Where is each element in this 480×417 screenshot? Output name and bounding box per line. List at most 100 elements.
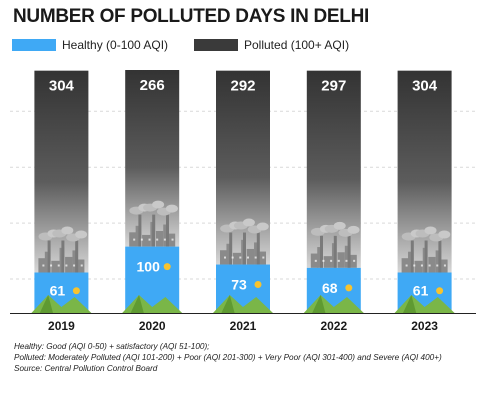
window <box>42 264 45 267</box>
window <box>57 264 60 267</box>
smoke-cloud <box>438 230 451 239</box>
factory-building <box>155 231 164 247</box>
smoke-cloud <box>165 204 178 213</box>
window <box>353 259 356 262</box>
window <box>163 238 166 241</box>
mountain-shadow <box>312 295 326 313</box>
data-label-healthy: 73 <box>231 277 247 293</box>
smoke-cloud <box>152 200 165 209</box>
window <box>436 264 439 267</box>
factory-building <box>129 232 137 247</box>
window <box>314 259 317 262</box>
factory-building <box>337 252 345 268</box>
window <box>428 264 431 267</box>
chimney <box>438 240 442 273</box>
data-label-healthy: 61 <box>413 283 429 299</box>
data-label-healthy: 68 <box>322 280 338 296</box>
chimney <box>229 232 233 265</box>
bar-group: 292 73 2021 <box>213 70 273 333</box>
window <box>50 264 53 267</box>
x-tick-label: 2023 <box>411 319 438 333</box>
x-tick-label: 2021 <box>230 319 257 333</box>
footnotes: Healthy: Good (AQI 0-50) + satisfactory … <box>14 341 474 375</box>
data-label-polluted: 292 <box>230 78 255 95</box>
sun-icon <box>345 284 353 292</box>
chimney <box>138 214 142 247</box>
window <box>420 264 423 267</box>
sun-icon <box>72 287 80 295</box>
window <box>231 256 234 259</box>
window <box>140 238 143 241</box>
legend-swatch-healthy <box>12 39 56 51</box>
window <box>405 264 408 267</box>
sun-icon <box>254 281 262 289</box>
legend-label-polluted: Polluted (100+ AQI) <box>244 38 350 52</box>
legend-swatch-polluted <box>194 39 238 51</box>
x-tick-label: 2022 <box>320 319 347 333</box>
smoke-cloud <box>347 225 360 234</box>
window <box>262 256 265 259</box>
factory-building <box>232 252 242 265</box>
mountain-shadow <box>403 295 417 313</box>
smoke-cloud <box>75 230 88 239</box>
factory-building <box>38 258 46 273</box>
chimney <box>243 232 246 265</box>
chimney <box>75 240 79 273</box>
factory-building <box>51 260 60 273</box>
chimney <box>166 214 169 247</box>
data-label-polluted: 266 <box>140 77 165 94</box>
chimney <box>47 240 51 273</box>
bar-group: 304 61 2023 <box>394 70 455 333</box>
data-label-polluted: 304 <box>412 78 438 95</box>
factory-building <box>414 260 423 273</box>
legend: Healthy (0-100 AQI) Polluted (100+ AQI) <box>12 38 472 54</box>
data-label-healthy: 100 <box>137 259 161 275</box>
chimney <box>320 235 323 268</box>
data-label-healthy: 61 <box>50 283 66 299</box>
bar-group: 297 68 2022 <box>303 70 364 333</box>
smoke-cloud <box>256 222 269 231</box>
window <box>224 256 226 259</box>
window <box>330 259 333 262</box>
sun-icon <box>163 263 171 271</box>
window <box>322 259 325 262</box>
smoke-cloud <box>424 226 437 235</box>
window <box>156 238 159 241</box>
legend-item-healthy: Healthy (0-100 AQI) <box>12 38 168 52</box>
factory-building <box>246 248 255 265</box>
factory-building <box>142 234 151 247</box>
window <box>133 238 136 241</box>
chimney <box>410 240 414 273</box>
chimney <box>347 235 351 268</box>
bar-chart: 304 61 2019 266 100 2020 292 73 2021 297 68 2022 304… <box>10 70 476 333</box>
factory-building <box>310 253 319 268</box>
factory-building <box>220 250 228 265</box>
sun-icon <box>436 287 444 295</box>
factory-building <box>428 256 436 273</box>
note-polluted-definition: Polluted: Moderately Polluted (AQI 101-2… <box>14 353 442 363</box>
smoke-cloud <box>61 226 74 235</box>
chimney <box>61 240 65 273</box>
window <box>171 238 174 241</box>
mountain-shadow <box>39 295 53 313</box>
factory-building <box>344 245 351 268</box>
note-source: Source: Central Pollution Control Board <box>14 364 158 374</box>
window <box>73 264 76 267</box>
chart-title: NUMBER OF POLLUTED DAYS IN DELHI <box>13 6 369 27</box>
chimney <box>424 240 428 273</box>
window <box>337 259 340 262</box>
mountain-shadow <box>221 295 235 313</box>
factory-building <box>65 256 73 273</box>
chimney <box>152 214 156 247</box>
window <box>254 256 257 259</box>
window <box>239 256 242 259</box>
bars: 304 61 2019 266 100 2020 292 73 2021 297 68 2022 304… <box>31 70 455 333</box>
legend-item-polluted: Polluted (100+ AQI) <box>194 38 349 52</box>
mountain-shadow <box>130 295 144 313</box>
smoke-cloud <box>333 221 346 230</box>
note-healthy-definition: Healthy: Good (AQI 0-50) + satisfactory … <box>14 342 210 351</box>
window <box>80 264 83 267</box>
window <box>345 259 348 262</box>
data-label-polluted: 297 <box>321 78 346 95</box>
window <box>65 264 68 267</box>
